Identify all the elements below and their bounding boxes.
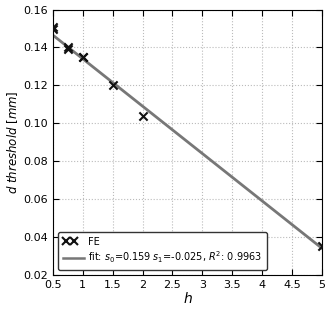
X-axis label: h: h bbox=[183, 292, 192, 306]
Legend: FE, fit: $s_0$=0.159 $s_1$=-0.025, $R^2$: 0.9963: FE, fit: $s_0$=0.159 $s_1$=-0.025, $R^2$… bbox=[58, 232, 267, 270]
Point bbox=[80, 54, 85, 59]
Point bbox=[140, 113, 145, 118]
Point bbox=[65, 47, 71, 52]
Point bbox=[50, 24, 56, 29]
Point bbox=[110, 83, 115, 88]
Point bbox=[80, 54, 85, 59]
Y-axis label: $d$ threshold $[mm]$: $d$ threshold $[mm]$ bbox=[6, 90, 21, 194]
Point bbox=[50, 26, 56, 31]
Point bbox=[65, 45, 71, 50]
Point bbox=[319, 244, 325, 249]
